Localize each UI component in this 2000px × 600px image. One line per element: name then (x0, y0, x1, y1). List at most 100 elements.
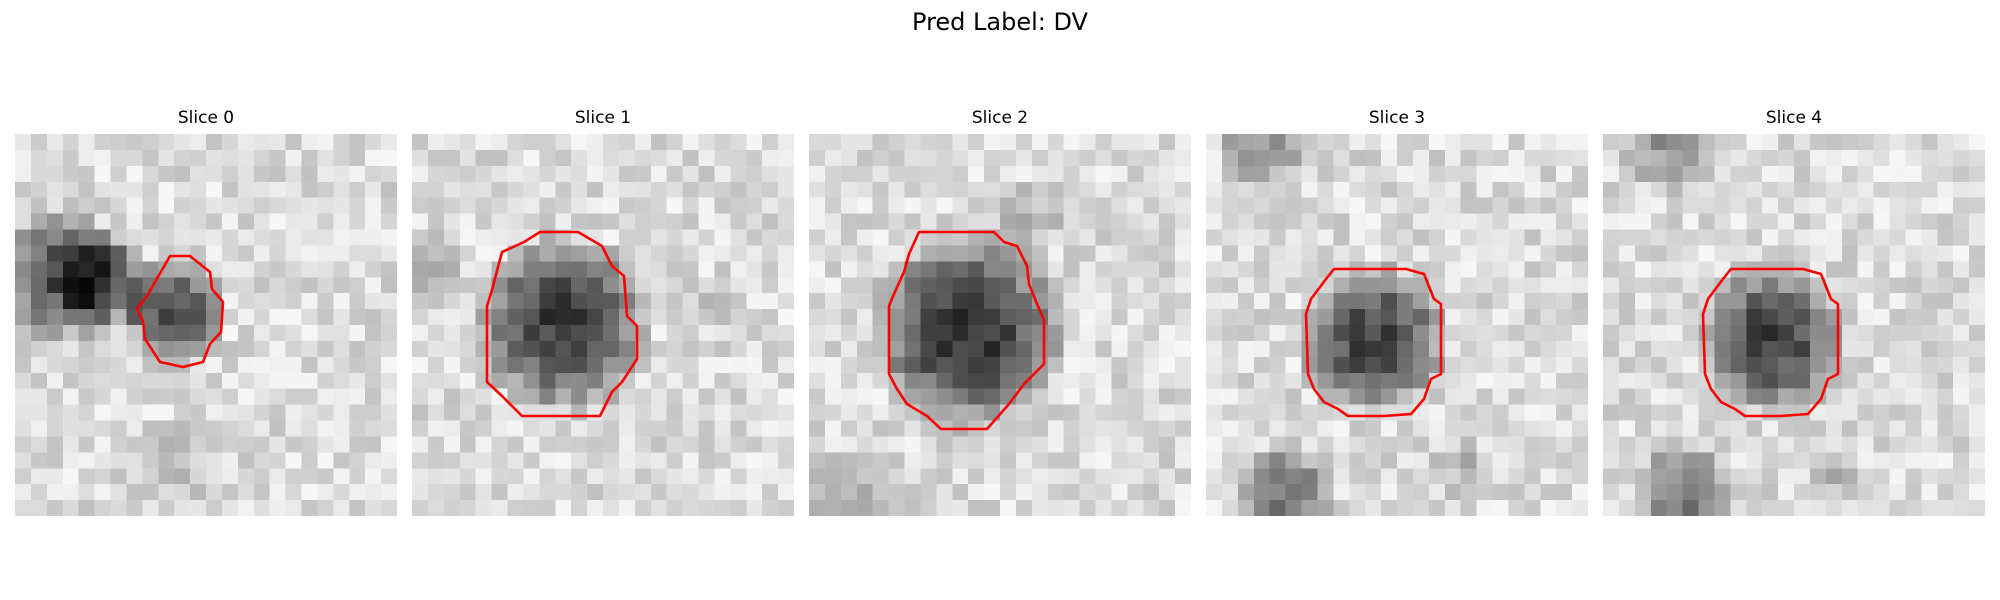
pixel (269, 213, 287, 231)
pixel (1969, 181, 1985, 199)
pixel (1253, 277, 1271, 294)
pixel (1730, 245, 1747, 262)
pixel (984, 372, 1001, 390)
pixel (1015, 325, 1033, 342)
pixel (1572, 372, 1588, 390)
pixel (714, 468, 731, 485)
pixel (714, 261, 731, 278)
pixel (634, 420, 652, 438)
pixel (110, 340, 128, 358)
pixel (206, 452, 223, 469)
pixel (1698, 213, 1716, 231)
pixel (762, 213, 779, 231)
pixel (698, 165, 716, 183)
pixel (1031, 436, 1049, 453)
pixel (1381, 388, 1398, 406)
pixel (1444, 372, 1462, 390)
pixel (1253, 293, 1271, 310)
pixel (1428, 134, 1446, 151)
slice-4-canvas (1603, 134, 1985, 516)
pixel (1492, 388, 1510, 406)
pixel (888, 404, 906, 422)
pixel (936, 372, 953, 390)
pixel (1159, 484, 1176, 501)
pixel (1730, 340, 1747, 358)
pixel (269, 468, 287, 485)
pixel (634, 500, 652, 516)
pixel (809, 277, 826, 294)
pixel (46, 134, 64, 151)
pixel (1412, 261, 1430, 278)
pixel (682, 181, 700, 199)
pixel (1857, 468, 1875, 485)
pixel (221, 229, 239, 247)
pixel (1889, 500, 1907, 516)
pixel (1794, 404, 1811, 422)
pixel (1809, 309, 1827, 326)
pixel (1841, 134, 1859, 151)
pixel (1873, 420, 1891, 438)
pixel (666, 181, 684, 199)
pixel (174, 484, 191, 501)
pixel (952, 181, 969, 199)
pixel (491, 197, 509, 215)
pixel (507, 468, 525, 485)
pixel (714, 309, 731, 326)
pixel (412, 245, 429, 262)
pixel (94, 436, 112, 453)
pixel (1556, 245, 1573, 262)
pixel (1047, 404, 1065, 422)
pixel (110, 293, 128, 310)
pixel (237, 420, 255, 438)
pixel (1556, 277, 1573, 294)
pixel (1159, 134, 1176, 151)
pixel (1111, 420, 1128, 438)
pixel (126, 277, 143, 294)
pixel (1143, 213, 1160, 231)
pixel (1857, 181, 1875, 199)
pixel (618, 468, 636, 485)
pixel (1476, 420, 1494, 438)
pixel (1650, 261, 1668, 278)
pixel (1969, 356, 1985, 374)
pixel (221, 500, 239, 516)
pixel (1349, 356, 1366, 374)
pixel (381, 197, 397, 215)
pixel (412, 356, 429, 374)
pixel (920, 356, 937, 374)
pixel (190, 277, 207, 294)
pixel (1397, 134, 1414, 151)
pixel (475, 484, 493, 501)
pixel (1698, 325, 1716, 342)
pixel (603, 484, 620, 501)
pixel (872, 134, 890, 151)
pixel (1698, 500, 1716, 516)
pixel (1444, 149, 1462, 167)
pixel (555, 420, 572, 438)
pixel (365, 372, 382, 390)
pixel (856, 420, 874, 438)
pixel (174, 277, 191, 294)
pixel (1921, 468, 1938, 485)
pixel (1841, 309, 1859, 326)
pixel (1333, 134, 1350, 151)
pixel (904, 468, 922, 485)
pixel (1953, 309, 1970, 326)
pixel (174, 245, 191, 262)
pixel (1698, 197, 1716, 215)
pixel (94, 181, 112, 199)
pixel (174, 372, 191, 390)
pixel (142, 468, 159, 485)
pixel (1841, 468, 1859, 485)
pixel (1221, 229, 1239, 247)
pixel (1444, 197, 1462, 215)
pixel (778, 500, 794, 516)
pixel (1365, 420, 1382, 438)
pixel (1095, 468, 1113, 485)
pixel (1905, 452, 1922, 469)
pixel (1079, 261, 1097, 278)
pixel (1397, 420, 1414, 438)
pixel (1143, 388, 1160, 406)
pixel (1809, 277, 1827, 294)
pixel (1317, 404, 1334, 422)
